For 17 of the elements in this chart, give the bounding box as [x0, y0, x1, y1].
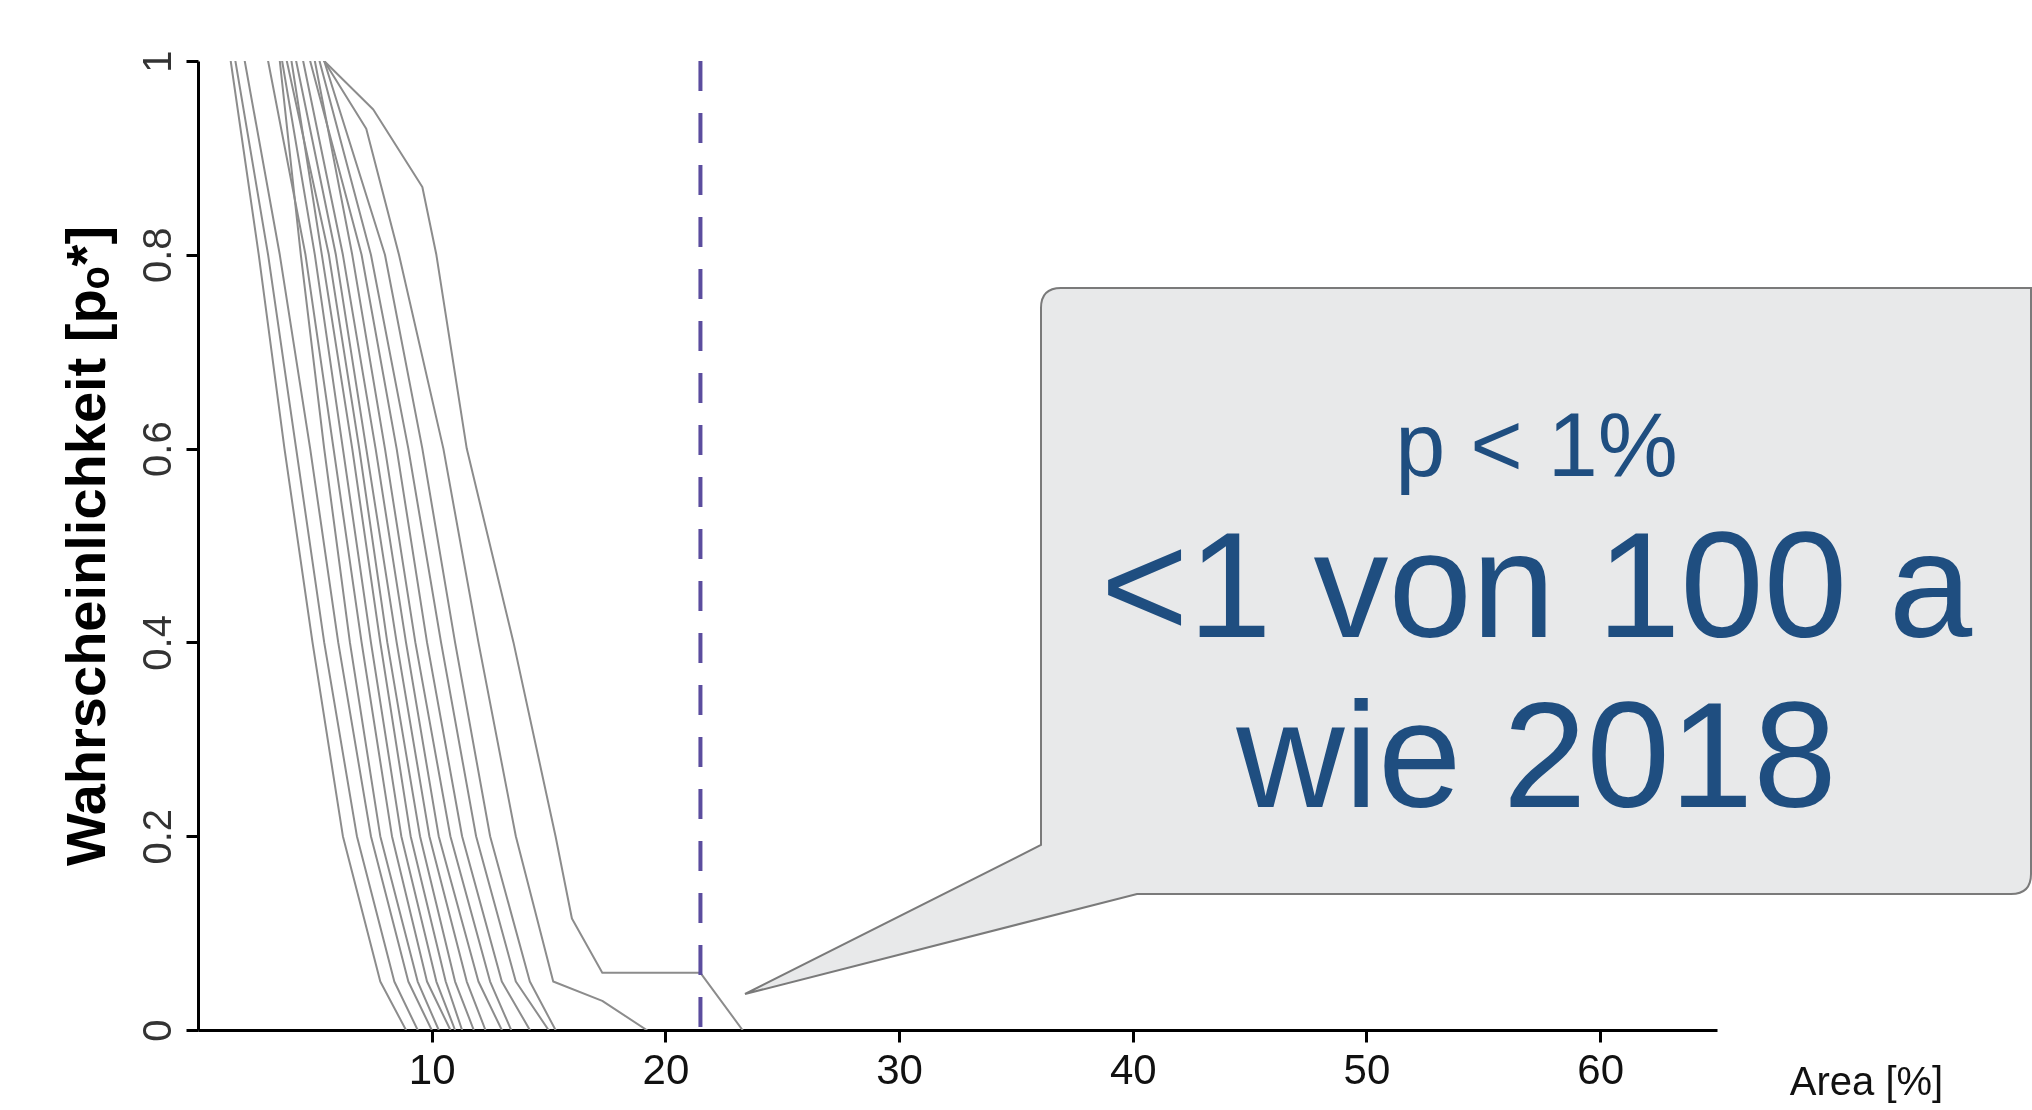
annotation: p < 1% — [1394, 395, 1679, 495]
y-axis-title: Wahrscheinlichkeit [pₒ*] — [53, 225, 117, 867]
y-tick-label: 0 — [134, 1019, 179, 1042]
y-tick-label: 0.4 — [134, 615, 179, 671]
annotation: wie 2018 — [1235, 671, 1838, 839]
x-tick-label: 20 — [642, 1045, 690, 1093]
x-tick-label: 40 — [1109, 1045, 1157, 1093]
x-tick-label: 30 — [876, 1045, 923, 1093]
x-tick-label: 10 — [408, 1045, 456, 1093]
x-axis-title: Area [%] — [1789, 1058, 1944, 1103]
annotation: <1 von 100 a — [1099, 501, 1974, 669]
x-tick-label: 50 — [1343, 1045, 1391, 1093]
y-tick-label: 0.2 — [134, 808, 179, 865]
y-tick-label: 0.6 — [134, 421, 179, 477]
y-tick-label: 0.8 — [134, 227, 179, 284]
y-tick-label: 1 — [134, 50, 179, 73]
x-tick-label: 60 — [1577, 1045, 1625, 1093]
